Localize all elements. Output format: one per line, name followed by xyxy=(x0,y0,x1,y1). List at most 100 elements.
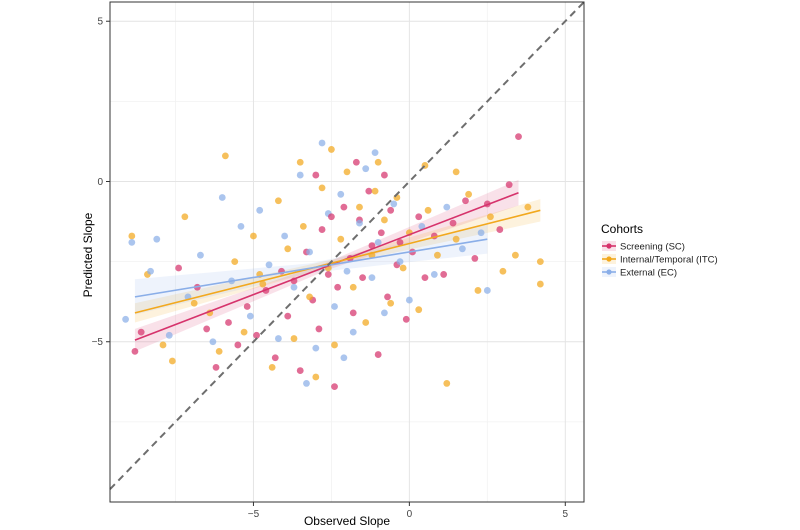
data-point-series-3 xyxy=(337,190,345,198)
data-point-series-2 xyxy=(190,299,198,307)
data-point-series-3 xyxy=(477,229,485,237)
data-point-series-3 xyxy=(390,200,398,208)
data-point-series-3 xyxy=(458,245,466,253)
data-point-series-1 xyxy=(381,171,388,179)
data-point-series-1 xyxy=(496,226,504,233)
data-point-series-1 xyxy=(440,271,448,278)
data-point-series-1 xyxy=(137,328,145,336)
data-point-series-1 xyxy=(331,383,338,391)
fit-line-series-2 xyxy=(134,209,541,314)
data-point-series-3 xyxy=(209,338,217,346)
data-point-series-2 xyxy=(231,258,239,266)
data-point-series-3 xyxy=(246,312,254,320)
data-point-series-3 xyxy=(147,267,154,275)
data-point-series-1 xyxy=(471,255,479,262)
data-point-series-3 xyxy=(296,171,304,179)
data-point-series-3 xyxy=(430,271,438,278)
data-point-series-2 xyxy=(215,347,223,355)
identity-line xyxy=(109,1,585,490)
data-point-series-3 xyxy=(331,303,338,310)
data-point-series-3 xyxy=(197,251,204,259)
data-point-series-2 xyxy=(328,146,335,153)
data-point-series-2 xyxy=(356,203,363,211)
data-point-series-2 xyxy=(337,235,345,243)
data-point-series-1 xyxy=(359,274,366,282)
y-axis-title: Predicted Slope xyxy=(81,212,95,297)
data-point-series-1 xyxy=(296,367,304,374)
data-point-series-3 xyxy=(281,232,289,240)
data-point-series-3 xyxy=(218,194,226,201)
grid-major xyxy=(110,2,584,503)
data-point-series-1 xyxy=(377,229,385,237)
data-point-series-3 xyxy=(368,274,376,282)
data-point-series-3 xyxy=(237,222,245,230)
data-point-series-3 xyxy=(374,238,382,246)
data-point-series-1 xyxy=(505,181,513,189)
data-point-series-3 xyxy=(396,258,404,266)
data-point-series-2 xyxy=(290,335,298,342)
data-point-series-1 xyxy=(312,171,320,179)
data-point-series-2 xyxy=(474,287,482,294)
data-point-series-3 xyxy=(418,222,426,230)
confidence-ribbon-3 xyxy=(134,224,488,315)
data-point-series-2 xyxy=(250,232,257,240)
data-point-series-1 xyxy=(315,325,323,333)
data-point-series-2 xyxy=(284,245,292,253)
data-point-series-1 xyxy=(374,351,382,358)
y-tick-labels: 5 0 −5 xyxy=(92,17,104,349)
x-axis-title: Observed Slope xyxy=(304,514,390,528)
data-point-series-1 xyxy=(271,354,279,362)
data-point-series-1 xyxy=(253,331,260,339)
data-point-series-2 xyxy=(387,299,395,307)
grid-minor xyxy=(110,2,584,502)
fit-lines xyxy=(134,191,541,341)
data-point-series-1 xyxy=(284,312,292,320)
data-point-series-1 xyxy=(415,213,423,221)
data-point-series-3 xyxy=(306,248,313,256)
data-point-series-2 xyxy=(343,168,351,176)
data-point-series-2 xyxy=(424,206,432,214)
plot-panel-border xyxy=(109,1,585,503)
data-point-series-3 xyxy=(318,139,326,147)
data-point-series-1 xyxy=(212,363,220,371)
data-point-series-3 xyxy=(274,335,282,342)
data-point-series-1 xyxy=(396,238,404,246)
data-point-series-2 xyxy=(312,373,320,381)
legend-key-point xyxy=(606,256,612,262)
data-point-series-1 xyxy=(449,219,457,227)
data-point-series-3 xyxy=(340,354,348,362)
data-point-series-2 xyxy=(159,341,167,349)
data-point-series-1 xyxy=(349,309,357,317)
data-point-series-3 xyxy=(381,309,388,317)
legend-key-point xyxy=(606,269,612,275)
data-point-series-2 xyxy=(259,280,267,288)
data-point-series-1 xyxy=(368,242,376,249)
data-point-series-3 xyxy=(371,149,379,157)
data-point-series-2 xyxy=(181,213,189,221)
legend: Cohorts Screening (SC) Internal/Temporal … xyxy=(601,222,718,279)
data-point-series-3 xyxy=(265,261,273,269)
data-point-series-3 xyxy=(312,344,320,352)
data-point-series-3 xyxy=(362,165,370,173)
data-point-series-1 xyxy=(421,274,429,282)
data-point-series-2 xyxy=(128,232,136,240)
data-point-series-2 xyxy=(371,187,379,195)
data-point-series-1 xyxy=(243,303,251,310)
data-point-series-2 xyxy=(374,158,382,166)
legend-entry-label: Screening (SC) xyxy=(620,242,685,253)
x-tick-label: 5 xyxy=(563,509,569,520)
data-point-series-1 xyxy=(203,325,211,333)
data-point-series-1 xyxy=(384,293,391,301)
data-point-series-1 xyxy=(131,347,139,355)
data-point-series-2 xyxy=(299,222,307,230)
data-point-series-2 xyxy=(536,258,544,266)
data-point-series-2 xyxy=(268,363,276,371)
y-tick-label: 0 xyxy=(97,177,103,188)
data-point-series-2 xyxy=(296,158,304,166)
data-point-series-1 xyxy=(340,203,348,211)
data-point-series-2 xyxy=(349,283,357,291)
data-point-series-2 xyxy=(452,235,460,243)
confidence-ribbons xyxy=(134,179,541,352)
data-point-series-2 xyxy=(362,319,370,326)
